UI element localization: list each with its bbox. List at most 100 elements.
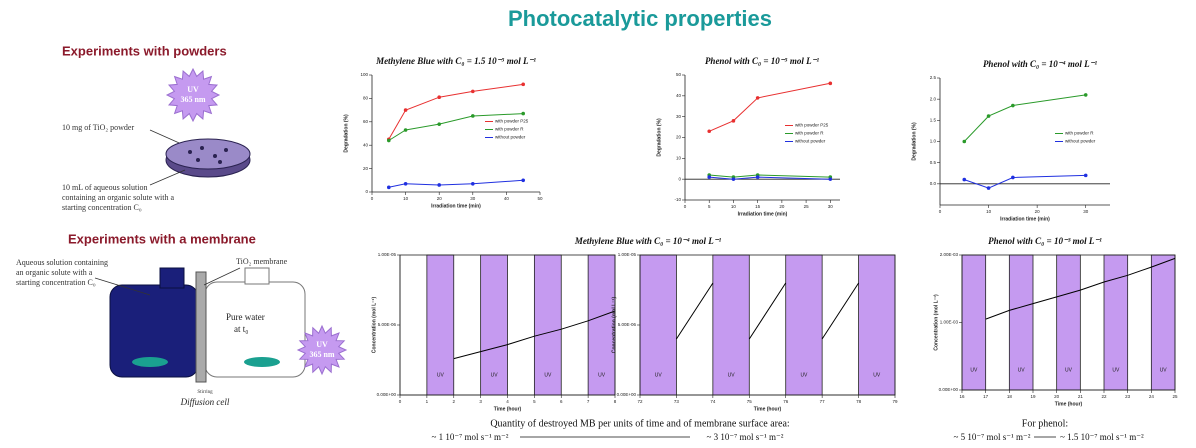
point (756, 96, 760, 100)
chart-title: Methylene Blue with C₀ = 1.5 10⁻⁵ mol L⁻… (375, 56, 536, 66)
x-tick-label: 21 (1078, 394, 1084, 399)
x-tick-label: 76 (783, 399, 789, 404)
band-label: UV (873, 372, 881, 378)
point (987, 186, 991, 190)
x-tick-label: 16 (959, 394, 965, 399)
x-tick-label: 20 (1054, 394, 1060, 399)
pointer (150, 170, 185, 185)
water-text: at t₀ (234, 324, 248, 334)
x-tick-label: 50 (537, 196, 543, 201)
x-tick-label: 2 (452, 399, 455, 404)
y-tick-label: 60 (363, 119, 369, 124)
legend-label: with powder R (795, 131, 824, 136)
y-tick-label: 0.0 (930, 181, 937, 186)
x-tick-label: 7 (587, 399, 590, 404)
band-label: UV (970, 367, 978, 373)
y-axis-label: Concentration (mol L⁻¹) (371, 297, 377, 354)
x-axis-label: Time (hour) (1055, 401, 1083, 407)
x-axis-label: Irradiation time (min) (738, 211, 788, 217)
y-tick-label: 40 (676, 93, 682, 98)
page: Photocatalytic properties Experiments wi… (0, 0, 1196, 448)
x-tick-label: 10 (403, 196, 409, 201)
x-tick-label: 72 (637, 399, 643, 404)
uv-label: UV (316, 340, 328, 349)
point (437, 95, 441, 99)
y-tick-label: 0.5 (930, 160, 937, 165)
solution-neck (160, 268, 184, 288)
y-tick-label: 0.00E+00 (617, 392, 637, 397)
cell-label: Diffusion cell (180, 397, 230, 407)
x-tick-label: 22 (1101, 394, 1107, 399)
point (1084, 93, 1088, 97)
y-tick-label: 0 (365, 189, 368, 194)
point (707, 175, 711, 179)
y-tick-label: 0.00E+00 (377, 392, 397, 397)
band-label: UV (728, 372, 736, 378)
x-tick-label: 30 (1083, 209, 1089, 214)
point (521, 112, 525, 116)
point (387, 186, 391, 190)
point (404, 108, 408, 112)
stir-bar (132, 357, 168, 367)
membrane (196, 272, 206, 382)
dish-top (166, 139, 250, 169)
band-label: UV (544, 372, 552, 378)
y-tick-label: 0 (678, 176, 681, 181)
point (1084, 174, 1088, 178)
x-tick-label: 19 (1030, 394, 1036, 399)
result-value: ~ 5 10⁻⁷ mol s⁻¹ m⁻² (954, 432, 1031, 442)
uv-label: 365 nm (309, 350, 334, 359)
point (471, 90, 475, 94)
x-tick-label: 0 (939, 209, 942, 214)
x-tick-label: 5 (533, 399, 536, 404)
x-tick-label: 30 (470, 196, 476, 201)
x-tick-label: 20 (779, 204, 785, 209)
point (829, 177, 833, 181)
y-tick-label: 2.5 (930, 75, 937, 80)
legend-label: with powder R (1065, 131, 1094, 136)
band-label: UV (491, 372, 499, 378)
point (521, 179, 525, 183)
y-tick-label: 40 (363, 142, 369, 147)
y-tick-label: 100 (360, 72, 368, 77)
powder-label: 10 mg of TiO₂ powder (62, 123, 134, 132)
chart-title: Phenol with C₀ = 10⁻³ mol L⁻¹ (988, 236, 1102, 246)
x-tick-label: 23 (1125, 394, 1131, 399)
stir-bar (244, 357, 280, 367)
solution-text: an organic solute with a (16, 268, 93, 277)
y-tick-label: 1.5 (930, 118, 937, 123)
x-tick-label: 79 (892, 399, 898, 404)
result-heading: Quantity of destroyed MB per units of ti… (490, 418, 789, 429)
x-tick-label: 0 (371, 196, 374, 201)
legend-label: without powder (495, 135, 526, 140)
x-axis-label: Time (hour) (754, 406, 782, 412)
y-tick-label: 80 (363, 96, 369, 101)
y-tick-label: 1.00E-05 (378, 252, 397, 257)
x-tick-label: 5 (708, 204, 711, 209)
band-label: UV (1018, 367, 1026, 373)
band-label: UV (655, 372, 663, 378)
legend-label: with powder P25 (495, 119, 529, 124)
y-axis-label: Concentration (mol L⁻¹) (611, 297, 617, 354)
point (756, 175, 760, 179)
point (987, 114, 991, 118)
x-tick-label: 10 (986, 209, 992, 214)
membrane-label: TiO₂ membrane (236, 257, 288, 266)
solution-text: starting concentration C₀ (62, 203, 142, 212)
water-text: Pure water (226, 312, 265, 322)
x-axis-label: Irradiation time (min) (1000, 216, 1050, 222)
solution-text: 10 mL of aqueous solution (62, 183, 147, 192)
point (732, 177, 736, 181)
point (521, 83, 525, 87)
x-tick-label: 30 (828, 204, 834, 209)
point (1011, 104, 1015, 108)
point (387, 139, 391, 143)
result-heading: For phenol: (1022, 418, 1068, 429)
band-label: UV (1065, 367, 1073, 373)
y-tick-label: 10 (676, 156, 682, 161)
y-tick-label: 2.00E-03 (940, 252, 959, 257)
x-tick-label: 73 (674, 399, 680, 404)
section-heading: Experiments with powders (62, 43, 227, 58)
x-tick-label: 74 (710, 399, 716, 404)
result-value: ~ 1.5 10⁻⁷ mol s⁻¹ m⁻² (1060, 432, 1144, 442)
